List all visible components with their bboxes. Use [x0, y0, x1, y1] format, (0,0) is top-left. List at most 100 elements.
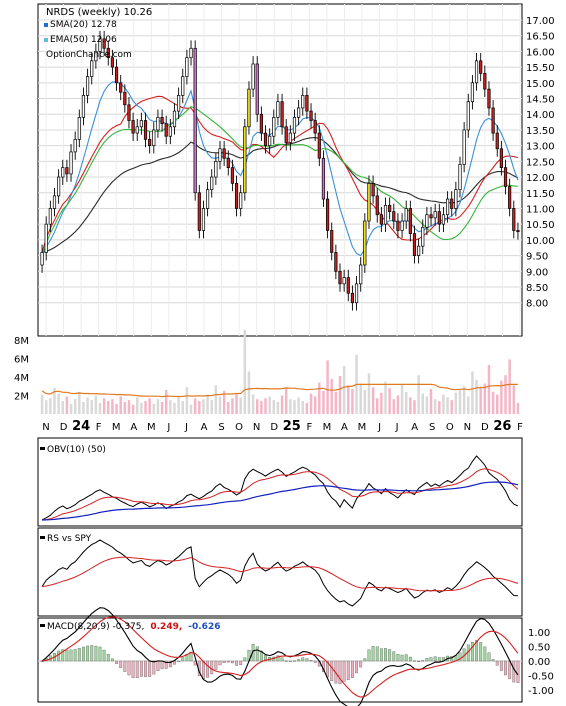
candle-body: [412, 233, 417, 256]
candle-body: [234, 182, 239, 209]
macd-histogram-bar: [293, 660, 296, 662]
macd-histogram-bar: [363, 658, 367, 662]
volume-bar: [210, 400, 213, 414]
time-axis-label: O: [235, 422, 243, 433]
volume-bar: [516, 402, 520, 414]
macd-histogram-bar: [77, 648, 81, 662]
volume-bar: [227, 401, 230, 414]
candle-body: [445, 198, 450, 216]
candle-body: [404, 208, 408, 222]
macd-histogram-bar: [355, 660, 358, 674]
time-axis-label: S: [218, 422, 224, 433]
macd-histogram-bar: [131, 660, 135, 678]
candle-body: [321, 157, 326, 200]
candle-body: [479, 60, 483, 74]
volume-bar: [388, 388, 391, 414]
macd-signal-value: 0.249,: [150, 622, 182, 632]
candle-body: [292, 117, 297, 134]
volume-bar: [417, 375, 420, 414]
candlesticks: [40, 30, 520, 311]
price-tick-label: 10.50: [526, 220, 555, 231]
volume-bar: [98, 402, 102, 414]
candle-body: [57, 176, 61, 197]
price-tick-label: 13.50: [526, 126, 555, 137]
macd-histogram-bar: [313, 660, 317, 663]
candle-body: [239, 192, 243, 209]
price-tick-label: 16.50: [526, 32, 555, 43]
watermark-text: OptionChance.com: [46, 50, 132, 60]
macd-histogram-bar: [388, 649, 392, 662]
price-tick-label: 11.50: [526, 189, 555, 200]
volume-bar: [82, 401, 85, 414]
candle-body: [400, 220, 404, 231]
candle-body: [61, 167, 65, 178]
macd-histogram-bar: [243, 657, 247, 662]
volume-bar: [272, 400, 276, 414]
volume-bar: [376, 398, 379, 414]
macd-histogram-bar: [164, 660, 168, 669]
candle-body: [301, 95, 305, 109]
candle-body: [110, 57, 115, 68]
sma-green-line: [41, 105, 518, 258]
time-axis-label: 26: [493, 419, 511, 434]
volume-bar: [438, 401, 441, 414]
candle-body: [450, 198, 454, 209]
macd-histogram-bar: [214, 660, 218, 670]
volume-bar: [458, 389, 462, 414]
candle-body: [429, 214, 433, 219]
volume-bar: [400, 384, 404, 414]
macd-histogram-bar: [57, 650, 61, 662]
macd-histogram-bar: [342, 660, 346, 682]
macd-histogram-bar: [127, 660, 131, 676]
volume-bar: [301, 401, 304, 414]
volume-bar: [293, 400, 296, 414]
volume-bar: [256, 399, 259, 414]
price-tick-label: 14.00: [526, 110, 555, 121]
volume-bar: [363, 389, 367, 414]
volume-tick-label: 8M: [14, 336, 29, 347]
candle-body: [346, 277, 350, 294]
volume-bar: [396, 395, 400, 414]
macd-histogram-bar: [82, 646, 85, 662]
volume-bar: [313, 396, 317, 414]
volume-bar: [160, 401, 164, 414]
volume-axis: 8M 6M 4M 2M: [14, 336, 29, 403]
candle-body: [52, 195, 57, 209]
volume-bar: [454, 392, 458, 414]
candle-body: [371, 182, 375, 197]
macd-histogram-bar: [90, 645, 94, 662]
candle-body: [193, 47, 197, 194]
volume-bar: [425, 396, 429, 414]
rs-series: [41, 539, 519, 607]
candle-body: [251, 63, 255, 90]
price-tick-label: 10.00: [526, 236, 555, 247]
macd-histogram-bar: [379, 648, 383, 662]
macd-histogram-bar: [508, 660, 512, 680]
macd-histogram-bar: [40, 660, 44, 663]
macd-histogram-bar: [326, 660, 330, 678]
price-tick-label: 12.00: [526, 173, 555, 184]
volume-bar: [156, 399, 160, 414]
volume-bar: [148, 398, 151, 414]
macd-histogram-bar: [218, 660, 222, 666]
candle-body: [44, 223, 48, 253]
volume-bar: [78, 391, 81, 414]
candle-body: [466, 101, 470, 131]
macd-histogram-bar: [61, 649, 65, 662]
time-axis-label: M: [323, 422, 332, 433]
macd-histogram-bar: [350, 660, 354, 678]
volume-bar: [169, 400, 172, 414]
volume-bar: [471, 371, 474, 414]
macd-histogram-bar: [392, 651, 396, 662]
volume-bar: [504, 375, 507, 414]
macd-histogram-bar: [384, 648, 387, 662]
price-tick-label: 9.50: [526, 252, 548, 263]
candle-body: [255, 63, 259, 115]
macd-histogram-bar: [69, 649, 73, 662]
volume-bar: [512, 385, 516, 414]
volume-bar: [177, 397, 180, 414]
time-axis-label: J: [166, 422, 170, 433]
candle-body: [354, 283, 359, 304]
obv-sma50-line: [42, 481, 519, 521]
candle-body: [363, 220, 367, 266]
